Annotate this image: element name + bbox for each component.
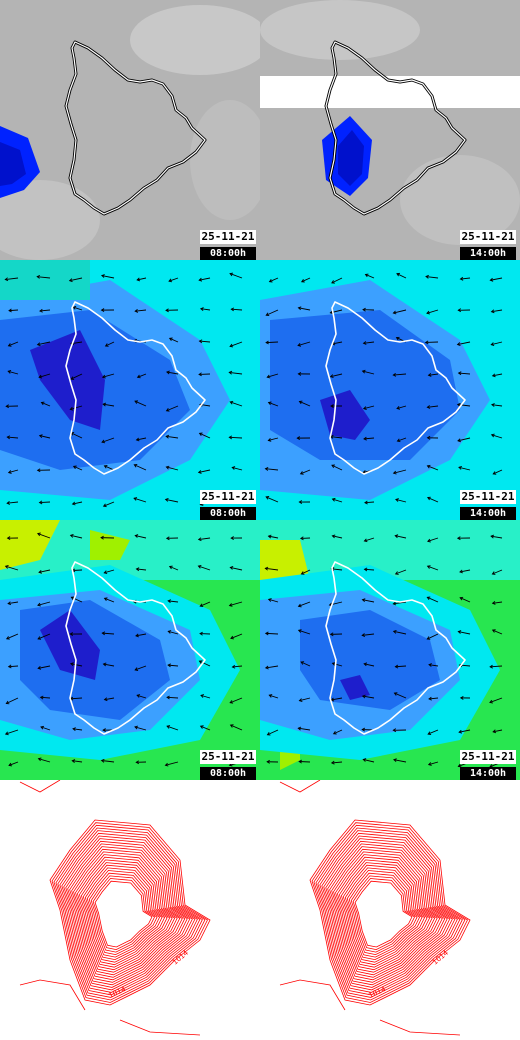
pressure-panel-1400: 1014 1014 [260,780,520,1040]
time-label: 14:00h [460,247,516,260]
wind-low-panel-1400 [260,260,520,520]
pressure-panel-0800: 1014 1014 [0,780,260,1040]
island-coastline [64,40,207,216]
time-label: 14:00h [460,507,516,520]
island-coastline [325,301,466,475]
time-label: 08:00h [200,247,256,260]
island-coastline [65,561,206,735]
island-coastline [324,40,467,216]
wind-max-core [40,610,100,680]
wind-high-panel-0800 [0,520,260,780]
time-label: 14:00h [460,767,516,780]
timestamp-cloud-1400: 25-11-21 14:00h [460,230,516,1037]
wind-max-core [30,330,105,430]
timestamp-cloud-0800: 25-11-21 08:00h [200,230,256,1037]
wind-max-core [340,675,370,700]
timestamp-wind-high-0800: 25-11-21 08:00h [200,750,256,1037]
wind-arrows [4,532,243,767]
date-label: 25-11-21 [460,750,516,764]
date-label: 25-11-21 [200,230,256,244]
timestamp-wind-low-1400: 25-11-21 14:00h [460,490,516,1037]
island-coastline [325,561,466,735]
wind-arrows [4,272,243,508]
date-label: 25-11-21 [200,490,256,504]
timestamp-wind-low-0800: 25-11-21 08:00h [200,490,256,1037]
date-label: 25-11-21 [200,750,256,764]
wind-high-panel-1400 [260,520,520,780]
wind-arrows [264,272,503,505]
isobar-lines [19,780,211,1036]
island-coastline [65,301,206,475]
date-label: 25-11-21 [460,230,516,244]
timestamp-wind-high-1400: 25-11-21 14:00h [460,750,516,1037]
wind-arrows [264,534,503,768]
wind-low-panel-0800 [0,260,260,520]
time-label: 08:00h [200,507,256,520]
isobar-lines [279,780,471,1036]
time-label: 08:00h [200,767,256,780]
cloud-panel-1400 [260,0,520,260]
cloud-panel-0800 [0,0,260,260]
date-label: 25-11-21 [460,490,516,504]
